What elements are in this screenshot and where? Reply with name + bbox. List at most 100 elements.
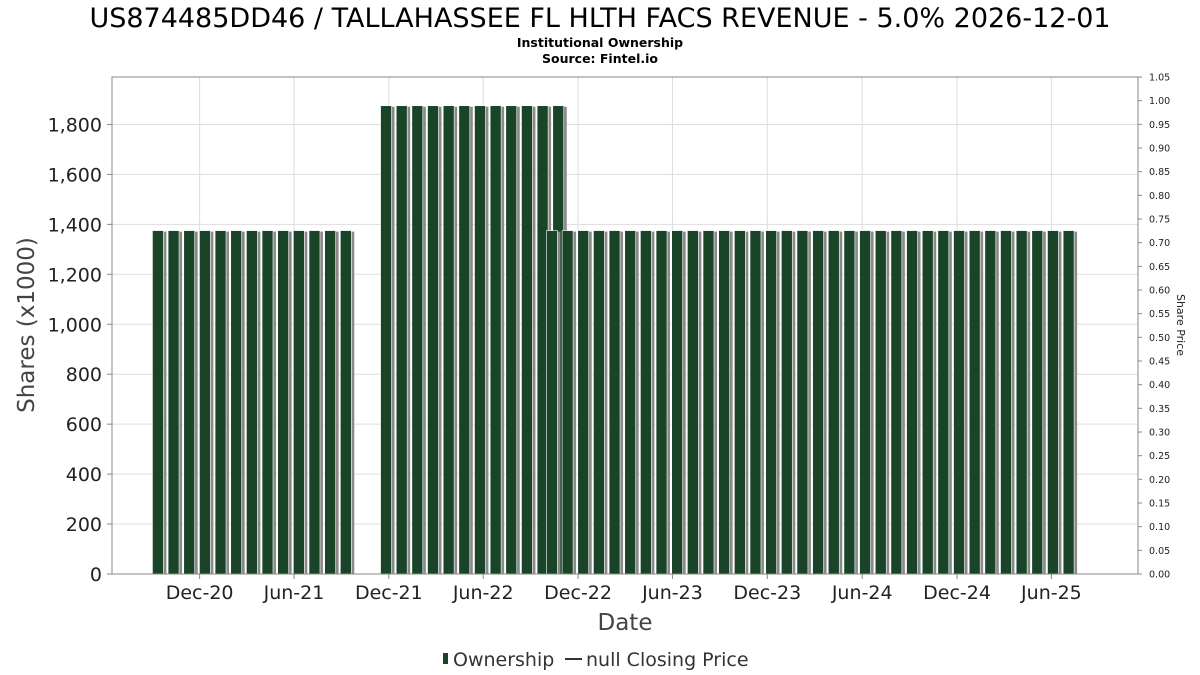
ownership-bar [812,230,824,575]
chart-subtitle: Institutional Ownership [517,35,683,50]
ownership-bar [749,230,762,575]
y-tick-label: 1,400 [48,214,102,236]
x-tick-label: Dec-23 [733,582,801,604]
ownership-bar [380,105,392,575]
y2-tick-label: 0.20 [1149,475,1170,486]
ownership-bar [577,230,590,575]
ownership-bar [968,230,981,575]
x-tick-label: Jun-25 [1020,582,1082,604]
legend-ownership-label: Ownership [453,649,554,671]
ownership-bar [718,230,730,575]
y-axis-label: Shares (x1000) [14,237,40,413]
ownership-bar [984,230,997,575]
x-tick-label: Jun-21 [263,582,325,604]
y-tick-label: 200 [66,514,102,536]
ownership-bar [474,105,486,575]
ownership-bar [199,230,211,575]
ownership-bar [261,230,274,575]
ownership-bar [458,105,471,575]
ownership-bar [1015,230,1028,575]
y2-tick-label: 0.45 [1149,357,1170,368]
y2-tick-label: 0.05 [1149,546,1170,557]
ownership-bar [561,230,574,575]
y-tick-label: 1,000 [48,314,102,336]
x-tick-label: Dec-21 [355,582,423,604]
ownership-bar [655,230,668,575]
y2-tick-label: 0.50 [1149,333,1170,344]
y2-tick-label: 0.75 [1149,215,1170,226]
ownership-bar [953,230,965,575]
ownership-bar [765,230,777,575]
y2-axis: 0.00 0.05 0.10 0.15 0.20 0.25 0.30 0.35 0.40 0.45… [1138,73,1170,581]
ownership-bar [183,230,196,575]
x-tick-label: Dec-24 [923,582,991,604]
ownership-bar [324,230,336,575]
x-tick-label: Dec-20 [166,582,234,604]
x-tick-label: Jun-23 [641,582,703,604]
ownership-bar [671,230,683,575]
y-tick-label: 1,600 [48,164,102,186]
ownership-bar [781,230,793,575]
ownership-bar [624,230,637,575]
ownership-bar [906,230,918,575]
y2-tick-label: 0.85 [1149,167,1170,178]
ownership-bar [1047,230,1059,575]
y2-tick-label: 1.00 [1149,96,1170,107]
ownership-bar [827,230,840,575]
ownership-bar [843,230,856,575]
y2-tick-label: 0.30 [1149,428,1170,439]
x-tick-label: Jun-22 [452,582,514,604]
ownership-bar [293,230,305,575]
ownership-bar [308,230,321,575]
y-tick-label: 0 [90,564,102,586]
ownership-bars [152,105,1078,575]
y-tick-label: 600 [66,414,102,436]
y2-tick-label: 0.70 [1149,238,1170,249]
y2-tick-label: 0.55 [1149,309,1170,320]
legend-ownership-swatch [443,653,448,664]
ownership-bar [230,230,242,575]
y2-tick-label: 0.80 [1149,191,1170,202]
y2-tick-label: 0.15 [1149,499,1170,510]
ownership-bar [937,230,950,575]
legend-price-label: null Closing Price [586,649,749,671]
plot-frame [111,76,1139,575]
ownership-bar [702,230,715,575]
x-axis: Dec-20 Jun-21 Dec-21 Jun-22 Dec-22 Jun-23 Dec-… [166,574,1082,604]
x-tick-label: Dec-22 [544,582,612,604]
ownership-bar [640,230,652,575]
y-axis: 0 200 400 600 800 1,000 1,200 1,400 1,600 1,800 [48,114,112,586]
ownership-bar [874,230,887,575]
ownership-bar [395,105,408,575]
ownership-bar [593,230,605,575]
y-tick-label: 800 [66,364,102,386]
ownership-bar [214,230,227,575]
ownership-bar [1031,230,1044,575]
ownership-bar [442,105,455,575]
y-tick-label: 1,800 [48,114,102,136]
y2-tick-label: 0.10 [1149,522,1170,533]
ownership-bar [505,105,518,575]
ownership-bar [890,230,903,575]
y2-tick-label: 0.60 [1149,286,1170,297]
chart-title: US874485DD46 / TALLAHASSEE FL HLTH FACS … [89,3,1110,34]
y2-tick-label: 0.95 [1149,120,1170,131]
chart-source: Source: Fintel.io [542,51,658,66]
y2-tick-label: 0.40 [1149,380,1170,391]
ownership-bar [796,230,809,575]
ownership-bar [687,230,699,575]
y2-axis-label: Share Price [1174,294,1187,356]
ownership-bar [277,230,289,575]
y2-tick-label: 0.00 [1149,570,1170,581]
y2-tick-label: 1.05 [1149,73,1170,84]
ownership-bar [246,230,258,575]
y2-tick-label: 0.65 [1149,262,1170,273]
ownership-bar [152,230,164,575]
ownership-bar [521,105,533,575]
ownership-bar [1062,230,1075,575]
y-tick-label: 1,200 [48,264,102,286]
ownership-bar [546,230,558,575]
y2-tick-label: 0.35 [1149,404,1170,415]
ownership-bar [859,230,871,575]
